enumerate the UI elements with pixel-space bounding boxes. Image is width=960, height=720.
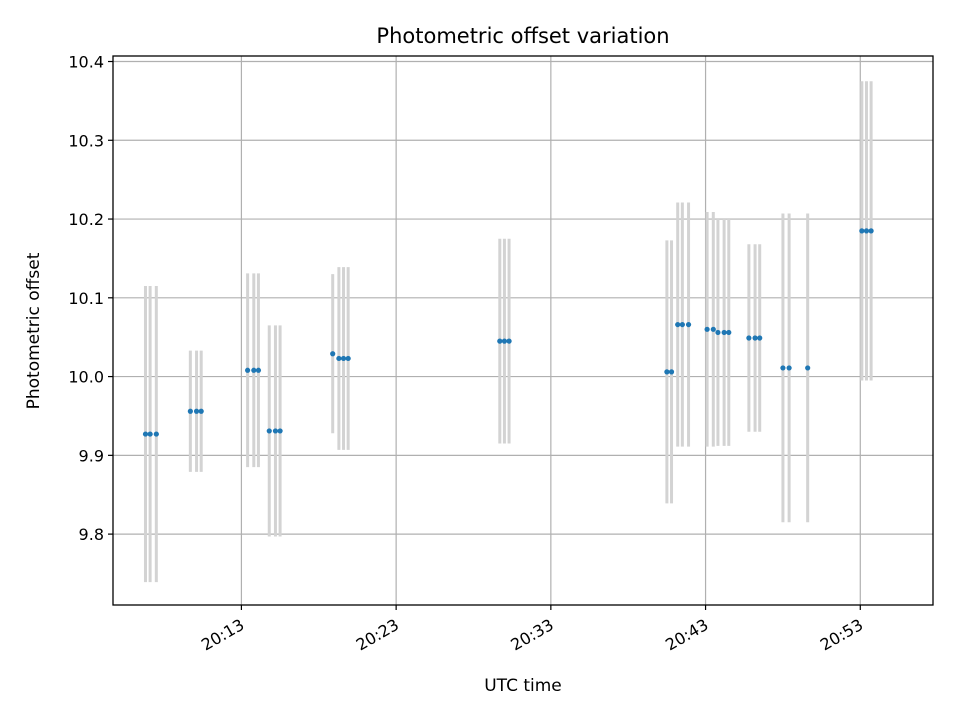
y-tick-label: 10.2 [68, 210, 104, 229]
data-point [685, 321, 692, 328]
data-point [868, 228, 874, 234]
data-point [336, 355, 342, 362]
data-point [345, 355, 351, 362]
data-point [780, 365, 786, 371]
y-axis-label: Photometric offset [24, 252, 44, 409]
data-point [506, 338, 512, 344]
plot-frame [112, 55, 934, 606]
data-point [863, 228, 870, 234]
data-point [245, 367, 251, 373]
data-point [153, 431, 159, 437]
data-point [668, 369, 675, 375]
chart-title: Photometric offset variation [376, 24, 669, 48]
data-point [340, 355, 347, 362]
data-point [142, 431, 149, 437]
data-point [859, 228, 865, 234]
data-point [675, 321, 681, 328]
data-point [255, 367, 262, 373]
data-point [679, 321, 685, 328]
data-point [251, 367, 257, 373]
data-point [277, 428, 283, 434]
data-point [147, 431, 153, 437]
y-tick-label: 9.8 [79, 525, 104, 544]
data-point [664, 369, 670, 375]
data-point [497, 338, 503, 344]
data-points [142, 228, 874, 437]
data-point [266, 428, 272, 434]
y-tick-label: 10.1 [68, 289, 104, 308]
data-point [805, 365, 811, 371]
y-tick-label: 10.4 [68, 53, 104, 72]
data-point [746, 335, 752, 341]
y-tick-label: 10.3 [68, 131, 104, 150]
y-tick-label: 10.0 [68, 368, 104, 387]
data-point [710, 326, 716, 332]
data-point [786, 365, 792, 371]
data-point [193, 408, 200, 414]
data-point [198, 408, 204, 414]
y-tick-label: 9.9 [79, 446, 104, 465]
data-point [726, 329, 732, 336]
data-point [721, 329, 727, 336]
data-point [752, 335, 758, 341]
data-point [501, 338, 508, 344]
data-point [715, 329, 721, 336]
data-point [187, 408, 193, 414]
data-point [272, 428, 279, 434]
data-point [330, 351, 336, 357]
data-point [757, 335, 763, 341]
x-axis-label: UTC time [484, 676, 562, 696]
data-point [704, 326, 710, 332]
